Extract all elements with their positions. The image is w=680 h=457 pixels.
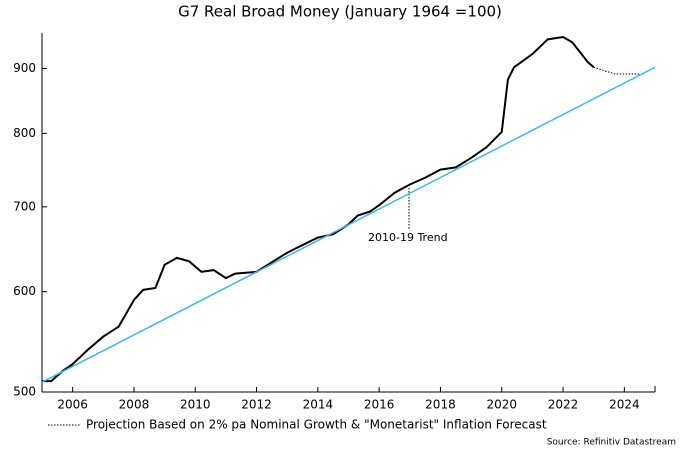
series-line (41, 66, 656, 383)
legend-label: Projection Based on 2% pa Nominal Growth… (86, 418, 547, 432)
x-tick-label: 2006 (57, 398, 88, 412)
x-tick-label: 2022 (548, 398, 579, 412)
series-line (593, 66, 640, 75)
y-tick-label: 500 (13, 385, 36, 399)
x-tick-label: 2016 (364, 398, 395, 412)
y-tick-label: 800 (13, 126, 36, 140)
x-tick-label: 2010 (180, 398, 211, 412)
source: Source: Refinitiv Datastream (547, 438, 676, 448)
annotation: 2010-19 Trend (368, 231, 448, 244)
x-tick-label: 2014 (303, 398, 334, 412)
y-tick-label: 900 (13, 61, 36, 75)
y-tick-label: 600 (13, 284, 36, 298)
series-line (42, 35, 595, 383)
x-tick-label: 2020 (486, 398, 517, 412)
y-tick-label: 700 (13, 199, 36, 213)
chart-title: G7 Real Broad Money (January 1964 =100) (178, 3, 502, 21)
x-tick-label: 2018 (425, 398, 456, 412)
x-tick-label: 2024 (609, 398, 640, 412)
x-tick-label: 2008 (119, 398, 150, 412)
x-tick-label: 2012 (241, 398, 272, 412)
